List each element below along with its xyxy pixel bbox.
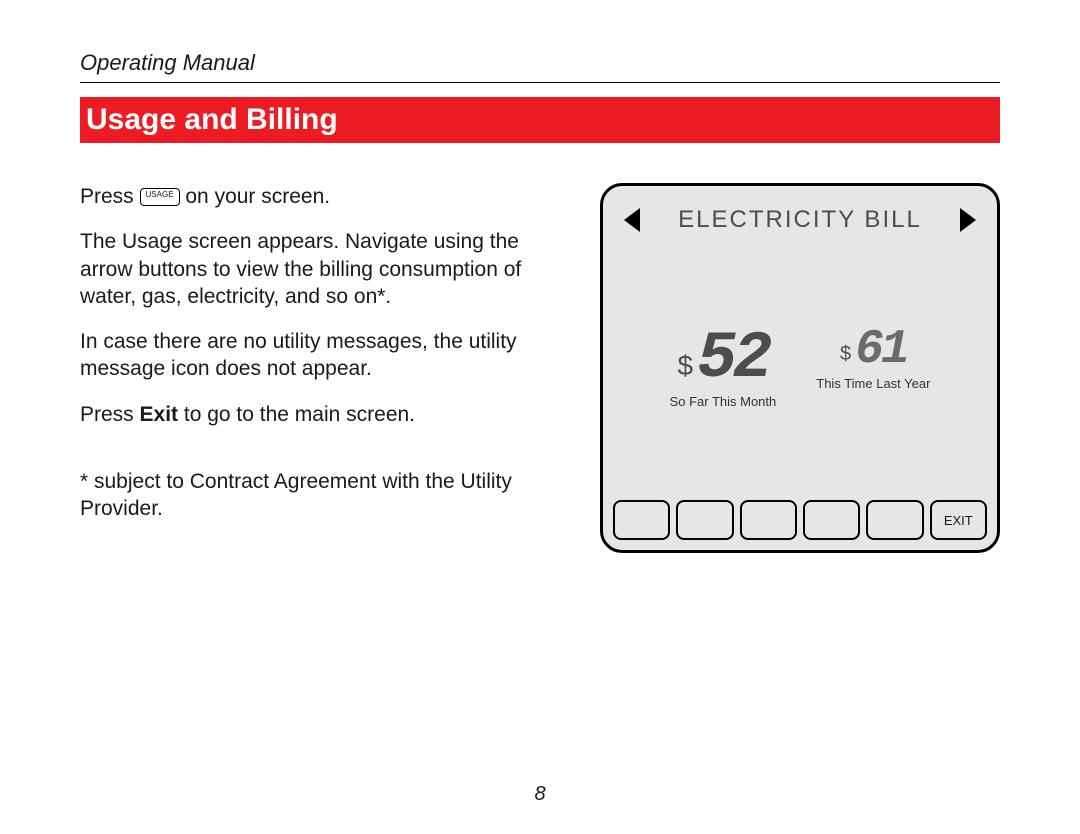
instructions-column: Press USAGE on your screen. The Usage sc… [80,183,570,553]
device-header: ELECTRICITY BILL [613,196,987,244]
instruction-press-usage: Press USAGE on your screen. [80,183,570,210]
amount-value: 52 [697,326,768,392]
soft-key-1[interactable] [613,500,670,540]
device-screen-title: ELECTRICITY BILL [651,206,949,234]
soft-key-2[interactable] [676,500,733,540]
soft-key-exit[interactable]: EXIT [930,500,987,540]
caption-secondary: This Time Last Year [816,376,930,391]
instruction-no-messages: In case there are no utility messages, t… [80,328,570,383]
text-segment: to go to the main screen. [184,403,415,426]
device-screen: ELECTRICITY BILL $ 52 So Far This Month … [600,183,1000,553]
triangle-right-icon [956,206,980,234]
document-header: Operating Manual [80,50,1000,83]
soft-key-5[interactable] [866,500,923,540]
amount-value: 61 [855,326,907,374]
soft-key-row: EXIT [613,500,987,540]
text-segment: Press [80,403,140,426]
text-segment: Press [80,185,140,208]
nav-left-button[interactable] [613,201,651,239]
content-row: Press USAGE on your screen. The Usage sc… [80,183,1000,553]
nav-right-button[interactable] [949,201,987,239]
caption-primary: So Far This Month [670,394,777,409]
section-title-banner: Usage and Billing [80,97,1000,143]
device-column: ELECTRICITY BILL $ 52 So Far This Month … [600,183,1000,553]
exit-bold-text: Exit [140,403,179,426]
text-segment: on your screen. [185,185,330,208]
triangle-left-icon [620,206,644,234]
currency-symbol: $ [678,350,694,382]
currency-symbol: $ [840,343,851,366]
soft-key-3[interactable] [740,500,797,540]
instruction-navigate: The Usage screen appears. Navigate using… [80,228,570,310]
readout-secondary: $ 61 This Time Last Year [816,326,930,409]
amount-secondary: $ 61 [816,326,930,374]
page-number: 8 [0,783,1080,806]
instruction-exit: Press Exit to go to the main screen. [80,401,570,428]
readouts-row: $ 52 So Far This Month $ 61 This Time La… [603,326,997,409]
amount-primary: $ 52 [670,326,777,392]
soft-key-4[interactable] [803,500,860,540]
readout-primary: $ 52 So Far This Month [670,326,777,409]
usage-button-icon: USAGE [140,188,180,206]
footnote: * subject to Contract Agreement with the… [80,468,570,523]
